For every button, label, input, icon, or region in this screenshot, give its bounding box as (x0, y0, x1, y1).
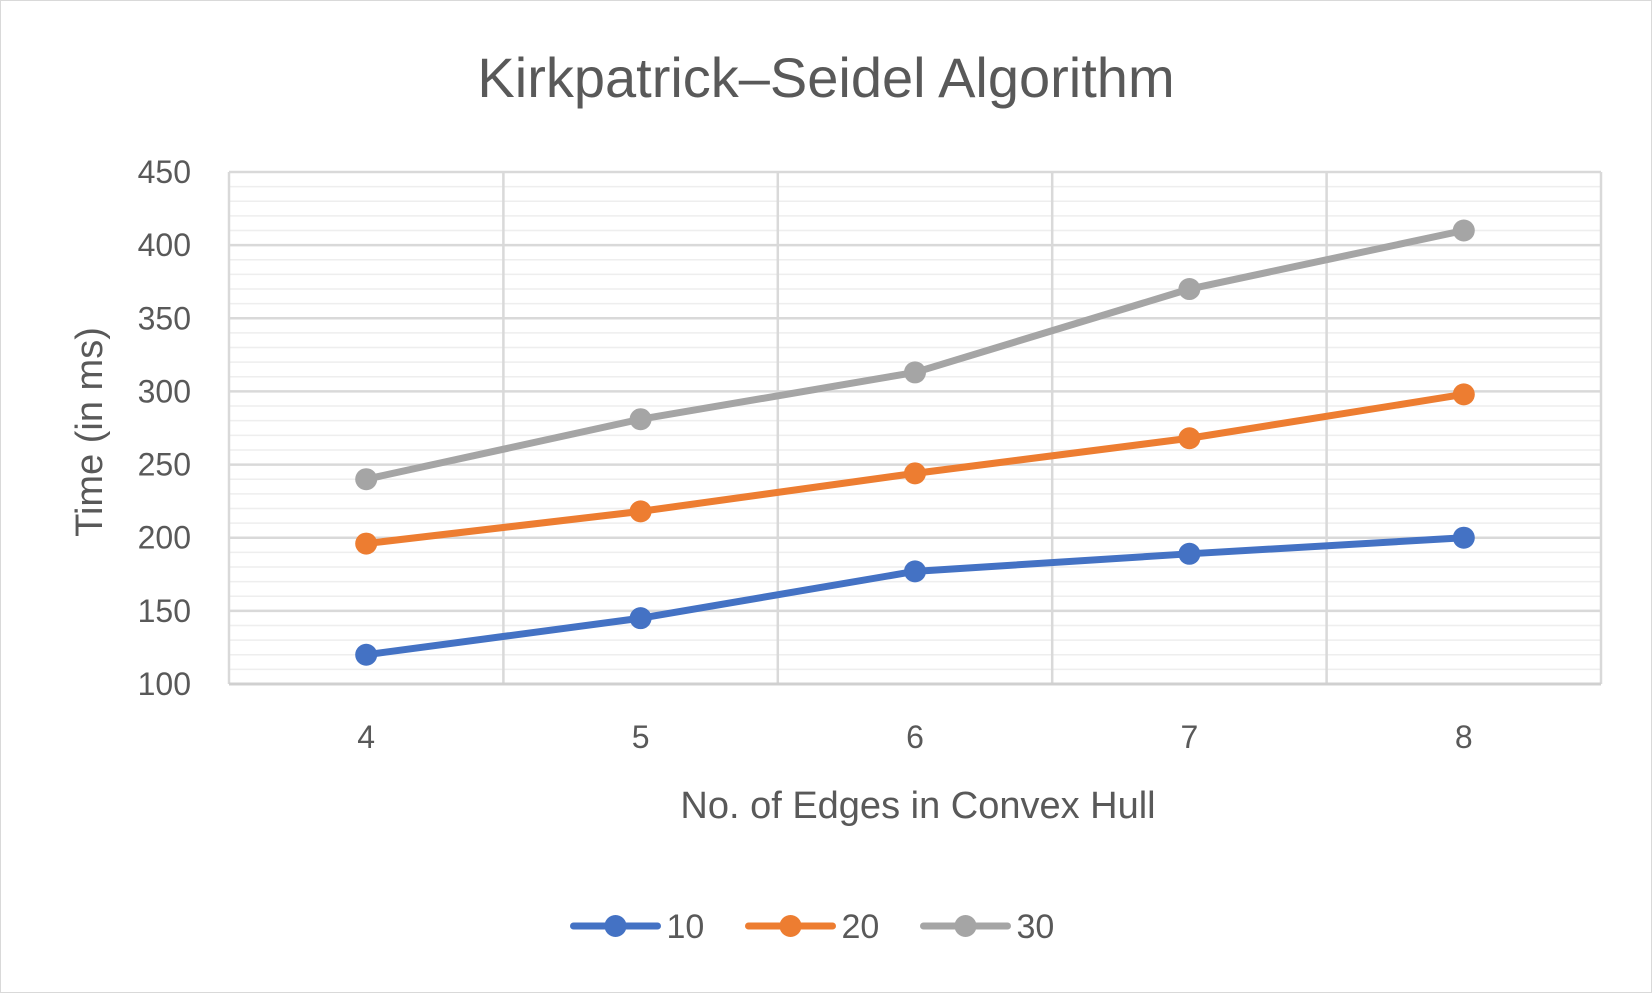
y-tick-label: 150 (138, 593, 191, 629)
data-point (1178, 278, 1201, 301)
data-point (355, 532, 378, 555)
grid (227, 170, 1603, 686)
x-tick-label: 6 (906, 719, 924, 755)
series-10 (355, 526, 1475, 666)
data-point (1452, 219, 1475, 242)
legend-swatch-marker (954, 915, 977, 937)
y-tick-label: 200 (138, 520, 191, 556)
y-tick-label: 100 (138, 666, 191, 702)
data-point (629, 500, 652, 523)
series-lines (355, 219, 1475, 666)
chart-title: Kirkpatrick–Seidel Algorithm (477, 46, 1174, 109)
x-tick-label: 7 (1181, 719, 1199, 755)
data-point (355, 643, 378, 666)
series-20 (355, 383, 1475, 555)
legend-item-20: 20 (745, 908, 880, 946)
data-point (904, 361, 926, 384)
x-tick-label: 5 (632, 719, 650, 755)
legend-swatch-marker (779, 915, 802, 937)
series-30 (355, 219, 1475, 491)
tick-labels: 100 150 200 250 300 350 400 450 4 5 6 7 8 (138, 154, 1473, 755)
data-point (355, 468, 378, 491)
data-point (1452, 526, 1475, 549)
x-tick-label: 8 (1455, 719, 1473, 755)
x-tick-label: 4 (357, 719, 375, 755)
series-line (362, 227, 1468, 483)
legend-label: 20 (842, 908, 880, 946)
y-tick-label: 250 (138, 447, 191, 483)
legend-label: 30 (1017, 908, 1055, 946)
data-point (629, 408, 652, 431)
legend: 10 20 30 (570, 908, 1055, 946)
y-tick-label: 300 (138, 373, 191, 409)
data-point (1452, 383, 1475, 406)
legend-item-10: 10 (570, 908, 705, 946)
legend-swatch-marker (604, 915, 627, 937)
y-tick-label: 450 (138, 154, 191, 190)
data-point (904, 462, 926, 485)
data-point (1178, 542, 1201, 565)
y-tick-label: 350 (138, 300, 191, 336)
data-point (629, 607, 652, 630)
legend-label: 10 (667, 908, 705, 946)
y-tick-label: 400 (138, 227, 191, 263)
legend-item-30: 30 (920, 908, 1055, 946)
data-point (904, 560, 926, 583)
data-point (1178, 427, 1201, 450)
y-axis-title: Time (in ms) (69, 327, 111, 537)
x-axis-title: No. of Edges in Convex Hull (680, 785, 1155, 827)
